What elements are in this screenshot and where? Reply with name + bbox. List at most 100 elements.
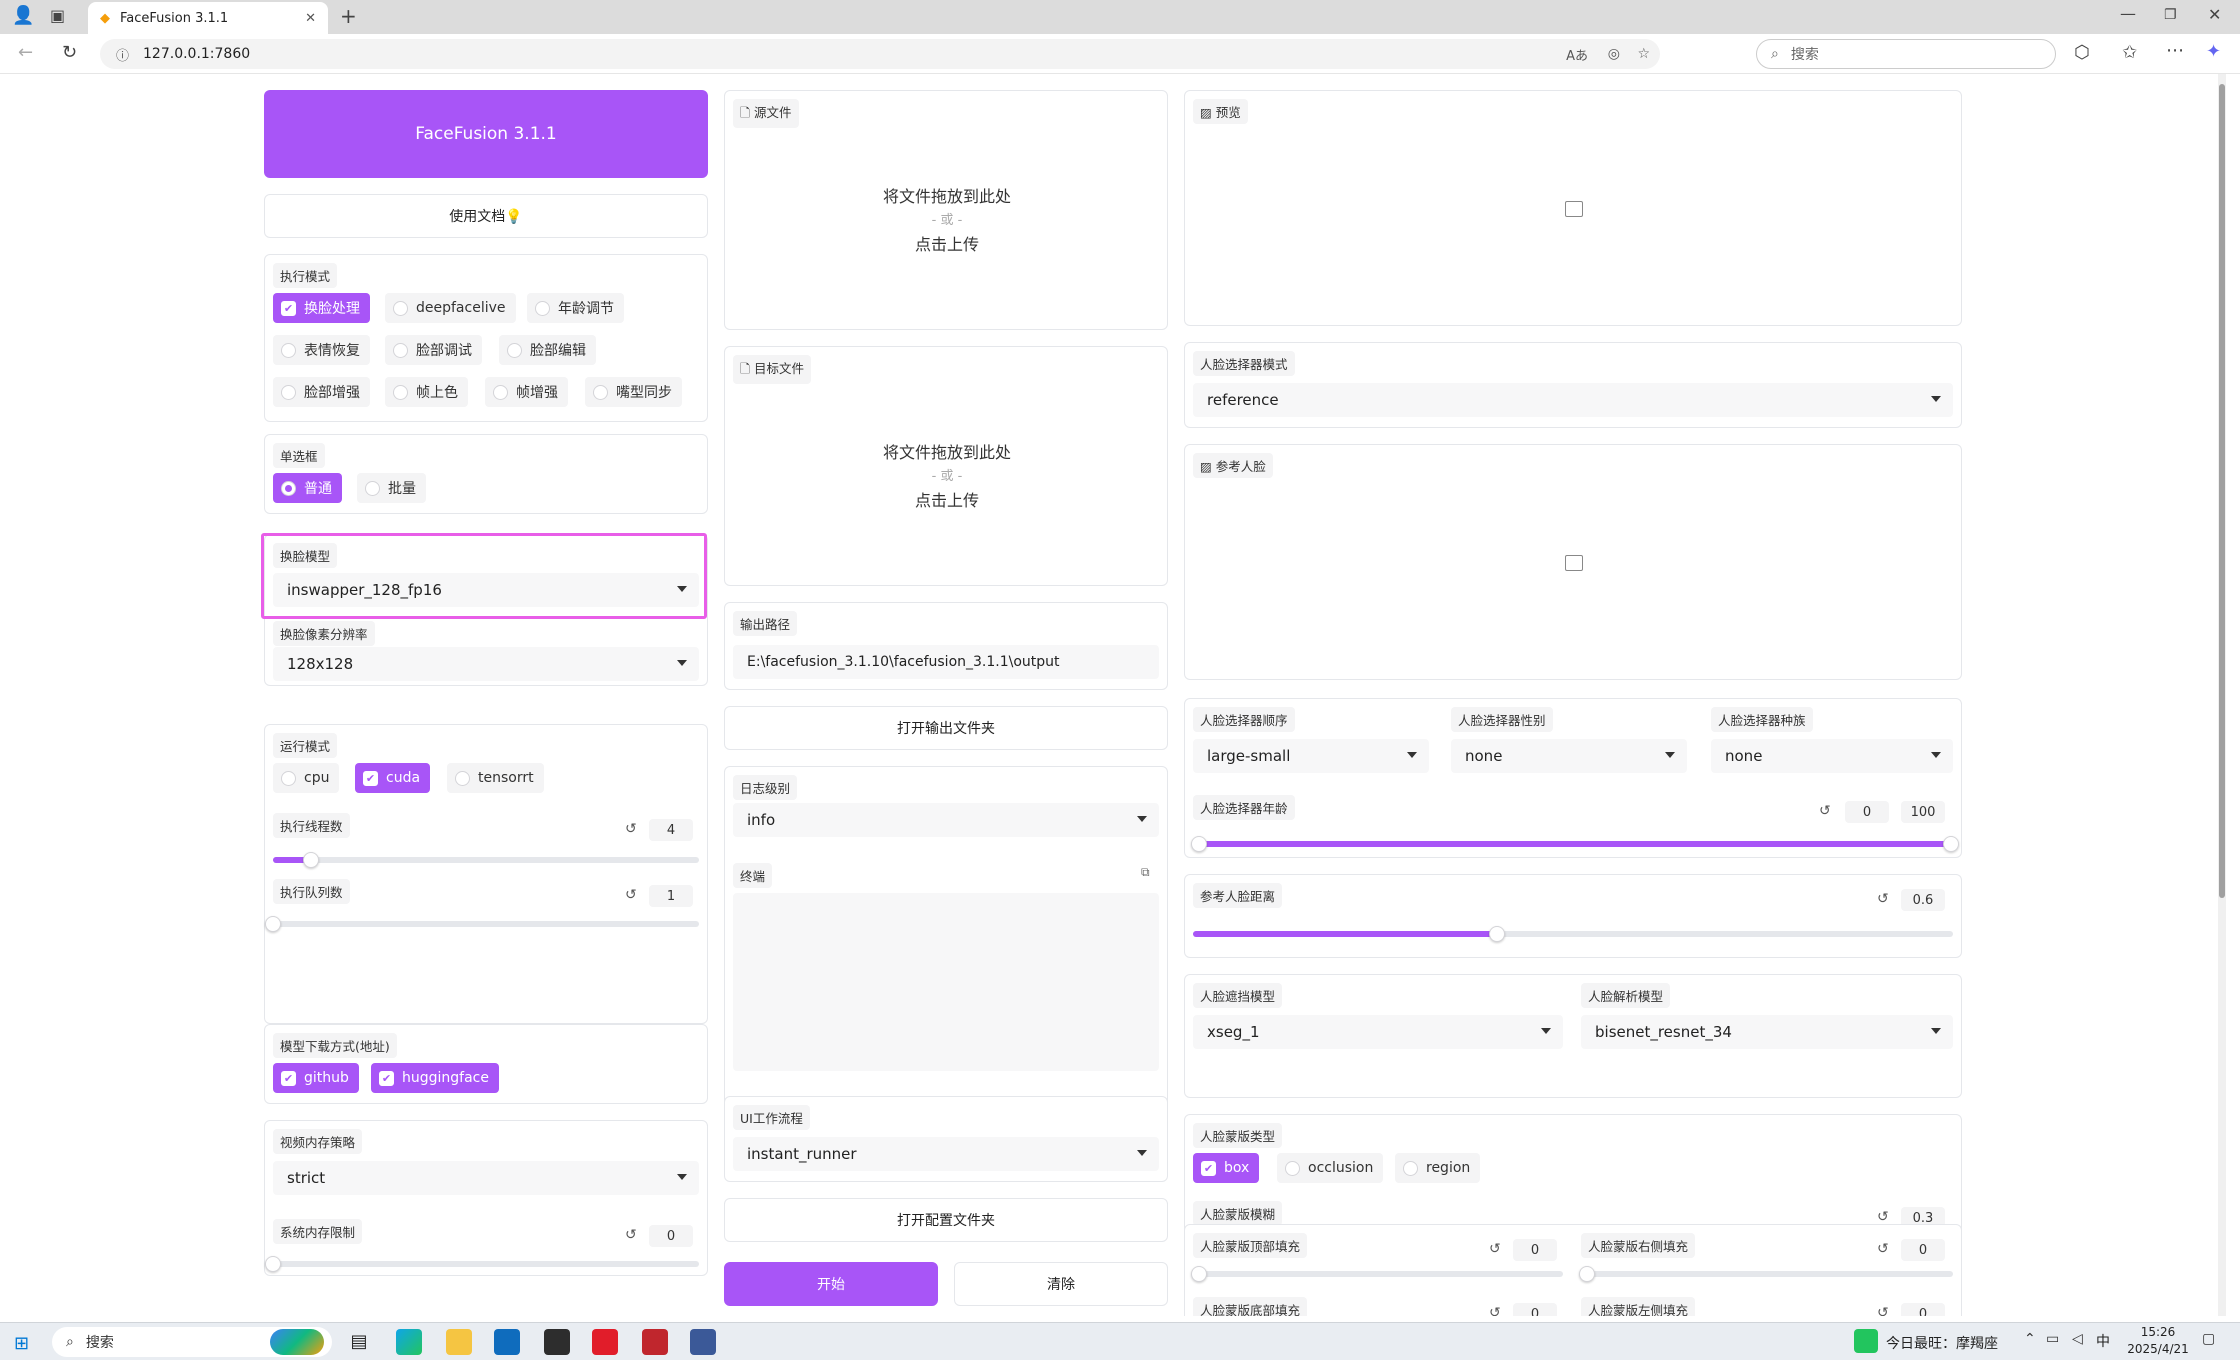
browser-search-box[interactable]: ⌕ 搜索 bbox=[1756, 39, 2056, 69]
taskbar-search[interactable]: ⌕ 搜索 bbox=[52, 1327, 332, 1357]
download-huggingface[interactable]: ✔ huggingface bbox=[371, 1063, 499, 1093]
output-path-input[interactable]: E:\facefusion_3.1.10\facefusion_3.1.1\ou… bbox=[733, 645, 1159, 679]
threads-number[interactable]: 4 bbox=[649, 819, 693, 841]
provider-tensorrt[interactable]: tensorrt bbox=[447, 763, 544, 793]
age-range-slider[interactable] bbox=[1191, 836, 1959, 852]
refresh-icon[interactable]: ↻ bbox=[62, 42, 78, 63]
docs-button[interactable]: 使用文档💡 bbox=[264, 194, 708, 238]
selector-mode-dropdown[interactable]: reference bbox=[1193, 383, 1953, 417]
reset-icon[interactable]: ↺ bbox=[625, 887, 637, 903]
reset-icon[interactable]: ↺ bbox=[625, 1227, 637, 1243]
notification-icon[interactable]: ▢ bbox=[2202, 1331, 2216, 1347]
processor-lip-syncer[interactable]: 嘴型同步 bbox=[585, 377, 682, 407]
age-max-knob[interactable] bbox=[1943, 836, 1959, 852]
edge-icon[interactable] bbox=[396, 1329, 422, 1355]
tray-chevron-icon[interactable]: ⌃ bbox=[2024, 1331, 2036, 1347]
provider-cuda[interactable]: ✔ cuda bbox=[355, 763, 431, 793]
mask-type-region[interactable]: region bbox=[1395, 1153, 1481, 1183]
provider-cpu[interactable]: cpu bbox=[273, 763, 340, 793]
ime-indicator[interactable]: 中 bbox=[2096, 1334, 2110, 1350]
network-icon[interactable]: ▭ bbox=[2046, 1331, 2060, 1347]
translate-icon[interactable]: ◎ bbox=[1607, 46, 1620, 62]
reset-icon[interactable]: ↺ bbox=[1877, 891, 1889, 907]
file-explorer-icon[interactable] bbox=[446, 1329, 472, 1355]
processor-deepfacelive[interactable]: deepfacelive bbox=[385, 293, 516, 323]
outlook-icon[interactable] bbox=[494, 1329, 520, 1355]
memory-strategy-dropdown[interactable]: strict bbox=[273, 1161, 699, 1195]
site-info-icon[interactable]: ⓘ bbox=[116, 48, 130, 64]
clear-button[interactable]: 清除 bbox=[954, 1262, 1168, 1306]
favorites-icon[interactable]: ✩ bbox=[2122, 42, 2138, 63]
distance-number[interactable]: 0.6 bbox=[1901, 889, 1945, 911]
profile-icon[interactable]: 👤 bbox=[12, 5, 35, 26]
pad-top-knob[interactable] bbox=[1191, 1266, 1207, 1282]
memory-limit-number[interactable]: 0 bbox=[649, 1225, 693, 1247]
processor-frame-enhancer[interactable]: 帧增强 bbox=[485, 377, 568, 407]
race-dropdown[interactable]: none bbox=[1711, 739, 1953, 773]
read-aloud-icon[interactable]: Aあ bbox=[1566, 48, 1588, 64]
start-button[interactable]: 开始 bbox=[724, 1262, 938, 1306]
reset-icon[interactable]: ↺ bbox=[1877, 1241, 1889, 1257]
new-tab-icon[interactable]: + bbox=[340, 4, 357, 28]
browser-tab[interactable]: ◆ FaceFusion 3.1.1 ✕ bbox=[88, 2, 328, 34]
editor-app-icon[interactable] bbox=[544, 1329, 570, 1355]
occluder-dropdown[interactable]: xseg_1 bbox=[1193, 1015, 1563, 1049]
terminal-output[interactable] bbox=[733, 893, 1159, 1071]
order-dropdown[interactable]: large-small bbox=[1193, 739, 1429, 773]
processor-face-editor[interactable]: 脸部编辑 bbox=[499, 335, 596, 365]
workflow-dropdown[interactable]: instant_runner bbox=[733, 1137, 1159, 1171]
pad-bottom-number[interactable]: 0 bbox=[1513, 1303, 1557, 1316]
reset-icon[interactable]: ↺ bbox=[1489, 1241, 1501, 1257]
pad-top-number[interactable]: 0 bbox=[1513, 1239, 1557, 1261]
reset-icon[interactable]: ↺ bbox=[1819, 803, 1831, 819]
queue-slider[interactable] bbox=[265, 916, 699, 932]
threads-slider[interactable] bbox=[273, 852, 699, 868]
age-min-number[interactable]: 0 bbox=[1845, 801, 1889, 823]
processor-face-enhancer[interactable]: 脸部增强 bbox=[273, 377, 370, 407]
open-config-folder-button[interactable]: 打开配置文件夹 bbox=[724, 1198, 1168, 1242]
log-level-dropdown[interactable]: info bbox=[733, 803, 1159, 837]
memory-limit-slider[interactable] bbox=[265, 1256, 699, 1272]
window-close-icon[interactable]: ✕ bbox=[2208, 5, 2222, 24]
swapper-model-dropdown[interactable]: inswapper_128_fp16 bbox=[273, 573, 699, 607]
age-min-knob[interactable] bbox=[1191, 836, 1207, 852]
pad-top-slider[interactable] bbox=[1191, 1266, 1563, 1282]
mask-type-occlusion[interactable]: occlusion bbox=[1277, 1153, 1384, 1183]
source-click-upload[interactable]: 点击上传 bbox=[914, 235, 979, 254]
weather-widget-icon[interactable] bbox=[1854, 1329, 1878, 1353]
open-output-folder-button[interactable]: 打开输出文件夹 bbox=[724, 706, 1168, 750]
scrollbar-thumb[interactable] bbox=[2219, 84, 2225, 898]
processor-age-modifier[interactable]: 年龄调节 bbox=[527, 293, 624, 323]
source-upload[interactable]: 🗋 源文件 将文件拖放到此处 - 或 - 点击上传 bbox=[724, 90, 1168, 330]
page-scrollbar[interactable] bbox=[2218, 74, 2226, 1316]
parser-dropdown[interactable]: bisenet_resnet_34 bbox=[1581, 1015, 1953, 1049]
pixel-boost-dropdown[interactable]: 128x128 bbox=[273, 647, 699, 681]
copilot-icon[interactable]: ✦ bbox=[2206, 41, 2222, 62]
gender-dropdown[interactable]: none bbox=[1451, 739, 1687, 773]
minimize-icon[interactable]: — bbox=[2120, 4, 2136, 23]
extensions-icon[interactable]: ⬡ bbox=[2074, 42, 2090, 63]
queue-slider-knob[interactable] bbox=[265, 916, 281, 932]
url-bar[interactable]: ⓘ 127.0.0.1:7860 Aあ ◎ ☆ bbox=[100, 39, 1660, 69]
download-github[interactable]: ✔ github bbox=[273, 1063, 359, 1093]
wps-icon[interactable] bbox=[592, 1329, 618, 1355]
pad-right-slider[interactable] bbox=[1579, 1266, 1953, 1282]
queue-number[interactable]: 1 bbox=[649, 885, 693, 907]
target-click-upload[interactable]: 点击上传 bbox=[914, 491, 979, 510]
processor-face-debugger[interactable]: 脸部调试 bbox=[385, 335, 482, 365]
distance-slider-knob[interactable] bbox=[1489, 926, 1505, 942]
favorite-star-icon[interactable]: ☆ bbox=[1637, 46, 1650, 62]
distance-slider[interactable] bbox=[1193, 926, 1953, 942]
pad-right-knob[interactable] bbox=[1579, 1266, 1595, 1282]
mode-normal-radio[interactable]: 普通 bbox=[273, 473, 342, 503]
memory-limit-slider-knob[interactable] bbox=[265, 1256, 281, 1272]
pad-right-number[interactable]: 0 bbox=[1901, 1239, 1945, 1261]
back-icon[interactable]: ← bbox=[18, 42, 34, 63]
mode-batch-radio[interactable]: 批量 bbox=[357, 473, 426, 503]
processor-expression-restorer[interactable]: 表情恢复 bbox=[273, 335, 370, 365]
threads-slider-knob[interactable] bbox=[303, 852, 320, 868]
clock-time[interactable]: 15:26 bbox=[2140, 1325, 2176, 1339]
more-menu-icon[interactable]: ⋯ bbox=[2166, 40, 2184, 61]
terminal-app-icon[interactable] bbox=[690, 1329, 716, 1355]
processor-frame-colorizer[interactable]: 帧上色 bbox=[385, 377, 468, 407]
